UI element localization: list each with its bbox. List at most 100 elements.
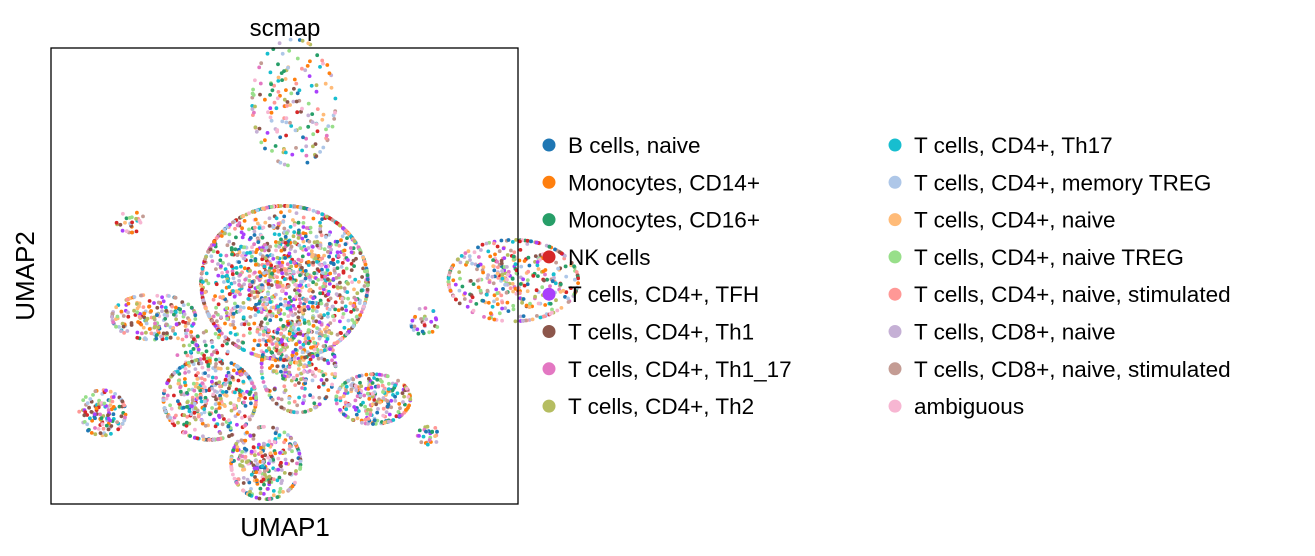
scatter-point: [237, 410, 242, 414]
scatter-point: [525, 238, 530, 243]
scatter-point: [93, 416, 97, 421]
scatter-point: [212, 350, 216, 354]
scatter-point: [344, 388, 348, 393]
legend-label: T cells, CD8+, naive, stimulated: [914, 357, 1231, 382]
scatter-point: [230, 269, 235, 273]
scatter-point: [319, 233, 324, 238]
scatter-point: [184, 334, 189, 339]
scatter-point: [199, 271, 204, 276]
scatter-point: [320, 117, 325, 122]
scatter-point: [234, 343, 238, 348]
scatter-point: [261, 459, 265, 464]
scatter-point: [276, 351, 281, 356]
scatter-point: [355, 314, 359, 319]
scatter-point: [252, 295, 257, 300]
scatter-point: [339, 238, 343, 243]
scatter-point: [293, 204, 297, 209]
scatter-point: [294, 81, 299, 86]
scatter-point: [199, 276, 204, 281]
scatter-point: [298, 205, 303, 210]
scatter-point: [243, 371, 248, 376]
scatter-point: [261, 380, 266, 384]
scatter-point: [338, 280, 342, 285]
scatter-point: [527, 263, 532, 268]
scatter-point: [284, 116, 289, 121]
scatter-point: [241, 489, 246, 493]
scatter-point: [293, 282, 297, 287]
scatter-point: [235, 253, 240, 257]
scatter-point: [474, 302, 479, 306]
scatter-point: [193, 317, 198, 321]
scatter-point: [286, 321, 291, 326]
scatter-point: [226, 424, 231, 429]
scatter-point: [232, 280, 237, 285]
scatter-point: [345, 236, 349, 241]
scatter-point: [243, 438, 248, 443]
scatter-point: [235, 422, 239, 427]
scatter-point: [274, 244, 278, 248]
scatter-point: [282, 69, 286, 73]
scatter-point: [266, 328, 271, 333]
scatter-point: [210, 406, 215, 410]
scatter-point: [186, 321, 191, 326]
scatter-point: [328, 296, 333, 301]
scatter-point: [93, 389, 98, 394]
scatter-point: [87, 405, 91, 410]
scatter-point: [352, 320, 357, 325]
scatter-point: [231, 289, 236, 293]
scatter-point: [110, 311, 115, 316]
scatter-point: [242, 400, 246, 405]
scatter-point: [242, 245, 247, 250]
scatter-point: [472, 250, 477, 255]
scatter-point: [204, 271, 209, 276]
scatter-point: [242, 266, 247, 271]
scatter-point: [326, 311, 330, 316]
scatter-point: [228, 331, 233, 335]
scatter-point: [218, 384, 222, 389]
scatter-point: [325, 268, 330, 272]
scatter-point: [259, 361, 264, 366]
scatter-point: [334, 221, 339, 225]
scatter-point: [341, 226, 345, 231]
scatter-point: [91, 393, 95, 397]
scatter-point: [162, 313, 167, 317]
scatter-point: [353, 398, 358, 403]
scatter-point: [185, 405, 189, 409]
scatter-point: [297, 283, 302, 288]
scatter-point: [224, 393, 229, 398]
scatter-point: [229, 408, 234, 413]
scatter-point: [227, 418, 231, 423]
scatter-point: [104, 433, 108, 438]
scatter-point: [283, 367, 288, 372]
scatter-point: [279, 481, 284, 485]
scatter-point: [266, 292, 270, 297]
scatter-point: [252, 321, 257, 326]
scatter-point: [302, 364, 306, 369]
scatter-point: [297, 297, 302, 302]
scatter-point: [264, 388, 269, 392]
scatter-point: [225, 317, 230, 321]
scatter-point: [269, 313, 274, 318]
scatter-point: [275, 426, 279, 431]
scatter-point: [257, 270, 262, 274]
scatter-point: [382, 420, 387, 425]
scatter-point: [261, 492, 266, 496]
scatter-point: [239, 244, 244, 249]
scatter-point: [332, 341, 337, 346]
scatter-point: [241, 333, 246, 338]
scatter-point: [201, 437, 206, 442]
scatter-point: [189, 334, 194, 339]
scatter-point: [283, 256, 287, 260]
scatter-point: [114, 305, 119, 310]
scatter-point: [318, 286, 323, 291]
scatter-point: [504, 290, 509, 295]
scatter-point: [294, 352, 299, 356]
scatter-point: [433, 426, 438, 430]
scatter-point: [291, 99, 296, 104]
scatter-point: [280, 271, 284, 276]
scatter-point: [245, 477, 250, 482]
scatter-point: [169, 406, 174, 411]
scatter-point: [359, 288, 364, 293]
scatter-point: [255, 462, 260, 466]
